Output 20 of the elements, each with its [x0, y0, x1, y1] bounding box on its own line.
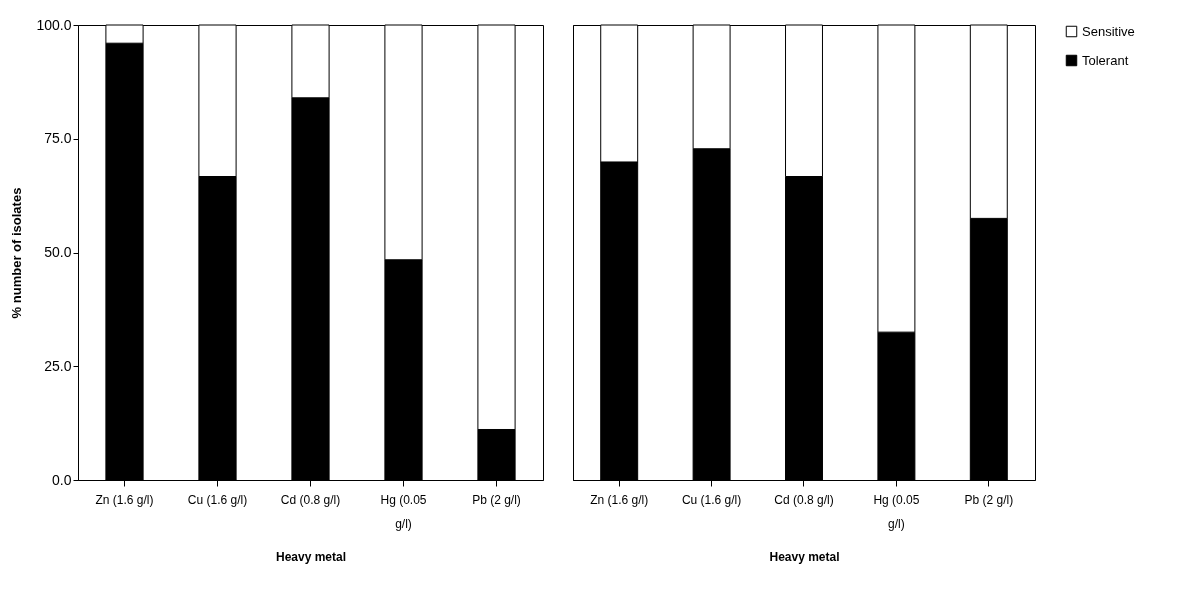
x-tick-label: Pb (2 g/l) — [472, 492, 521, 507]
x-tick-label: Cu (1.6 g/l) — [681, 492, 742, 507]
y-tick-label: 50.0 — [44, 244, 72, 260]
x-tick-label: Cd (0.8 g/l) — [774, 492, 834, 507]
legend-label: Tolerant — [1082, 52, 1129, 68]
y-tick-label: 75.0 — [44, 130, 72, 147]
y-tick-label: 25.0 — [44, 357, 72, 374]
x-tick-label: Hg (0.05 g/l) — [380, 492, 427, 531]
x-tick-label: Zn (1.6 g/l) — [590, 492, 649, 507]
x-tick-label: Pb (2 g/l) — [964, 492, 1014, 507]
x-axis-title: Heavy metal — [275, 549, 347, 564]
y-tick-label: 0.0 — [52, 471, 72, 488]
legend-label: Sensitive — [1082, 23, 1135, 39]
x-axis-title: Heavy metal — [769, 549, 840, 564]
y-axis-title: % number of isolates — [9, 187, 25, 319]
x-tick-label: Cu (1.6 g/l) — [187, 492, 248, 507]
x-tick-label: Hg (0.05 g/l) — [873, 492, 920, 531]
y-tick-label: 100.0 — [36, 16, 72, 33]
x-tick-label: Cd (0.8 g/l) — [280, 492, 341, 507]
x-tick-label: Zn (1.6 g/l) — [95, 492, 154, 507]
